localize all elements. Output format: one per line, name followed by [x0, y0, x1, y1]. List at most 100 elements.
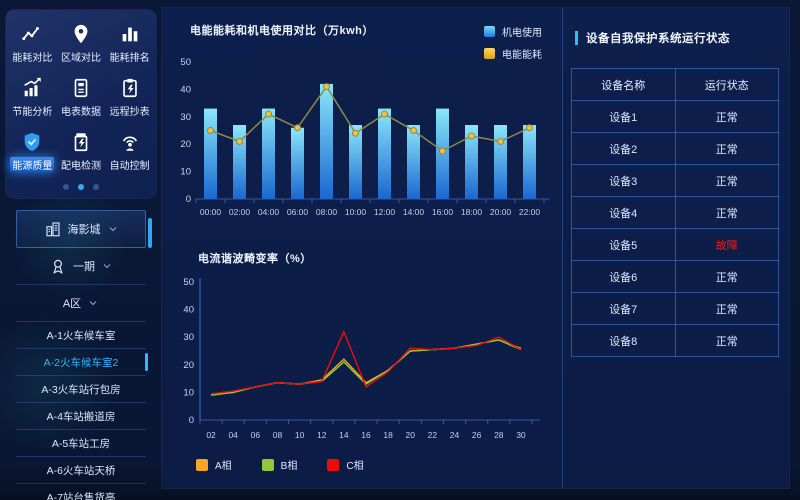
svg-text:20: 20	[183, 360, 194, 371]
svg-text:22: 22	[428, 430, 438, 440]
device-status-cell: 正常	[674, 196, 779, 229]
menu-item[interactable]: 能源质量	[8, 131, 57, 172]
tree-item[interactable]: 一期	[16, 248, 146, 285]
energy-chart-legend: 机电使用 电能能耗	[484, 24, 542, 61]
legend-label: 电能能耗	[502, 50, 542, 61]
menu-item[interactable]: 能耗对比	[8, 23, 57, 64]
svg-text:24: 24	[450, 430, 460, 440]
menu-item[interactable]: 节能分析	[8, 77, 57, 118]
menu-item-label: 电表数据	[60, 107, 101, 118]
device-name-cell: 设备3	[571, 164, 676, 197]
svg-text:50: 50	[183, 277, 194, 288]
device-status-cell: 正常	[674, 100, 779, 133]
tree-item[interactable]: A-5车站工房	[16, 430, 146, 457]
table-row: 设备4 正常	[571, 196, 779, 229]
shield-icon	[21, 131, 43, 153]
svg-text:12:00: 12:00	[374, 207, 396, 217]
device-status-panel: 设备自我保护系统运行状态 设备名称 运行状态 设备1 正常 设备2 正常 设备3 正常 设备4 正…	[562, 8, 789, 488]
svg-text:14: 14	[339, 430, 349, 440]
device-name-cell: 设备5	[571, 228, 676, 261]
pagination-dot[interactable]	[63, 184, 69, 190]
menu-item-label: 节能分析	[12, 107, 53, 118]
tree-item[interactable]: A区	[16, 285, 146, 322]
device-status-cell: 故障	[674, 228, 779, 261]
tree-item[interactable]: A-3火车站行包房	[16, 376, 146, 403]
tree-item-label: A-5车站工房	[51, 437, 111, 450]
svg-text:10: 10	[180, 167, 191, 178]
tree-scrollbar-thumb[interactable]	[148, 218, 152, 248]
tree-item[interactable]: A-2火车候车室2	[16, 349, 146, 376]
tree-item[interactable]: A-1火车候车室	[16, 322, 146, 349]
legend-label: 机电使用	[502, 28, 542, 39]
menu-item[interactable]: 自动控制	[105, 131, 154, 172]
sidebar-menu-grid: 能耗对比 区域对比 能耗排名节能分析 电表数据 远程抄表能源质量 配电检测 自动控制	[8, 23, 154, 172]
legend-item[interactable]: C相	[327, 457, 364, 472]
menu-item-label: 能耗排名	[109, 53, 150, 64]
distribution-icon	[70, 131, 92, 153]
energy-chart-title: 电能能耗和机电使用对比（万kwh）	[190, 25, 374, 37]
menu-item[interactable]: 区域对比	[57, 23, 106, 64]
svg-text:20: 20	[406, 430, 416, 440]
tree-item[interactable]: A-4车站搬道房	[16, 403, 146, 430]
table-row: 设备1 正常	[571, 100, 779, 133]
pagination-dot[interactable]	[78, 184, 84, 190]
legend-item[interactable]: 机电使用	[484, 24, 542, 39]
menu-item[interactable]: 能耗排名	[105, 23, 154, 64]
legend-item[interactable]: B相	[261, 457, 298, 472]
charts-area: 电能能耗和机电使用对比（万kwh） 机电使用 电能能耗 0 10 20 30 40 50 00…	[162, 8, 562, 488]
legend-item[interactable]: A相	[196, 457, 232, 472]
main-panel: 电能能耗和机电使用对比（万kwh） 机电使用 电能能耗 0 10 20 30 40 50 00…	[162, 8, 789, 488]
energy-bar-line-chart: 0 10 20 30 40 50 00:00 02:00 04:00 06:00 08:00 10:0…	[180, 57, 550, 217]
tree-item-label: A-1火车候车室	[46, 329, 116, 342]
menu-item-label: 区域对比	[60, 53, 101, 64]
tree-item[interactable]: A-7站台售货亭	[16, 484, 146, 500]
legend-swatch	[327, 458, 340, 471]
svg-text:20:00: 20:00	[490, 207, 512, 217]
pagination-dot[interactable]	[93, 184, 99, 190]
remote-reading-icon	[119, 77, 141, 99]
device-status-table: 设备名称 运行状态 设备1 正常 设备2 正常 设备3 正常 设备4 正常 设备5 故障 设备6 正常 设备…	[571, 68, 779, 357]
svg-text:04:00: 04:00	[258, 207, 280, 217]
svg-text:10:00: 10:00	[345, 207, 367, 217]
legend-item[interactable]: 电能能耗	[484, 46, 542, 61]
svg-text:12: 12	[317, 430, 327, 440]
svg-text:30: 30	[183, 332, 194, 343]
svg-text:40: 40	[183, 305, 194, 316]
tree-item[interactable]: A-6火车站天桥	[16, 457, 146, 484]
menu-item[interactable]: 远程抄表	[105, 77, 154, 118]
tree-item-label: A-7站台售货亭	[46, 491, 116, 500]
menu-item-label: 自动控制	[109, 161, 150, 172]
menu-item[interactable]: 电表数据	[57, 77, 106, 118]
menu-item[interactable]: 配电检测	[57, 131, 106, 172]
table-row: 设备3 正常	[571, 164, 779, 197]
tree-item-label: A区	[62, 298, 82, 310]
svg-text:0: 0	[189, 415, 194, 426]
device-name-cell: 设备7	[571, 292, 676, 325]
svg-text:16:00: 16:00	[432, 207, 454, 217]
svg-text:10: 10	[295, 430, 305, 440]
svg-text:02:00: 02:00	[229, 207, 251, 217]
table-header-cell: 运行状态	[674, 68, 779, 101]
table-row: 设备2 正常	[571, 132, 779, 165]
legend-label: B相	[280, 461, 298, 472]
location-icon	[70, 23, 92, 45]
accent-bar	[575, 31, 578, 45]
svg-text:30: 30	[516, 430, 526, 440]
svg-text:06:00: 06:00	[287, 207, 309, 217]
table-row: 设备5 故障	[571, 228, 779, 261]
device-name-cell: 设备6	[571, 260, 676, 293]
tree-item-label: 一期	[73, 261, 95, 273]
location-tree: 海影城一期 A区 A-1火车候车室 A-2火车候车室2 A-3火车站行包房 A-4车站搬道…	[16, 210, 152, 500]
table-row: 设备8 正常	[571, 324, 779, 357]
device-name-cell: 设备2	[571, 132, 676, 165]
chevron-down-icon	[101, 260, 113, 272]
svg-text:18: 18	[383, 430, 393, 440]
device-name-cell: 设备8	[571, 324, 676, 357]
legend-label: C相	[346, 461, 364, 472]
chevron-down-icon	[107, 223, 119, 235]
building-icon	[44, 220, 62, 238]
tree-item-label: A-2火车候车室2	[43, 356, 119, 369]
svg-text:20: 20	[180, 139, 191, 150]
legend-swatch	[484, 48, 495, 59]
tree-item[interactable]: 海影城	[16, 210, 146, 248]
